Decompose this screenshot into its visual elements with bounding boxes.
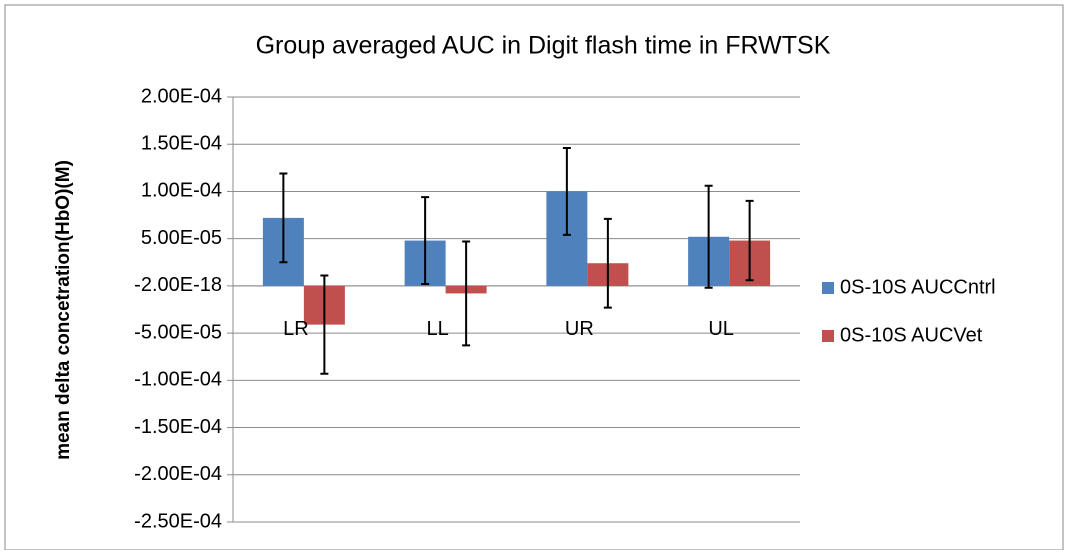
y-axis-title: mean delta concetration(HbO)(M) — [53, 160, 74, 460]
y-tick-label: -1.50E-04 — [134, 416, 222, 438]
error-bar — [704, 184, 713, 289]
x-tick-label: LR — [283, 318, 309, 340]
legend-swatch — [822, 282, 834, 294]
legend-label: 0S-10S AUCCntrl — [840, 276, 996, 298]
y-tick-label: 1.00E-04 — [141, 180, 222, 202]
legend-swatch — [822, 330, 834, 342]
chart-title: Group averaged AUC in Digit flash time i… — [256, 32, 831, 60]
y-tick-label: -2.00E-18 — [134, 274, 222, 296]
error-bar — [320, 274, 329, 375]
error-bar — [745, 199, 754, 282]
error-bar — [562, 147, 571, 236]
y-tick-label: 5.00E-05 — [141, 227, 222, 249]
error-bar — [279, 172, 288, 264]
y-tick-label: -5.00E-05 — [134, 321, 222, 343]
error-bar — [421, 196, 430, 285]
y-tick-label: 2.00E-04 — [141, 85, 222, 107]
x-tick-label: UR — [565, 318, 594, 340]
x-tick-label: UL — [708, 318, 734, 340]
y-tick-label: -2.00E-04 — [134, 463, 222, 485]
legend-label: 0S-10S AUCVet — [840, 324, 983, 346]
x-tick-label: LL — [427, 318, 449, 340]
y-tick-label: -2.50E-04 — [134, 510, 222, 532]
error-bar — [462, 240, 471, 347]
error-bar — [603, 217, 612, 309]
y-tick-label: 1.50E-04 — [141, 133, 222, 155]
y-tick-label: -1.00E-04 — [134, 369, 222, 391]
chart-border — [4, 4, 1064, 551]
